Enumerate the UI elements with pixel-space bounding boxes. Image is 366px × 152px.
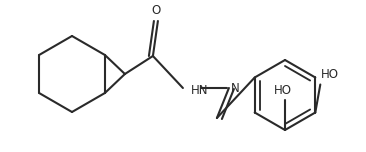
Text: HO: HO: [321, 68, 339, 81]
Text: HO: HO: [274, 83, 292, 97]
Text: N: N: [231, 81, 240, 95]
Text: O: O: [151, 5, 161, 17]
Text: HN: HN: [191, 83, 208, 97]
